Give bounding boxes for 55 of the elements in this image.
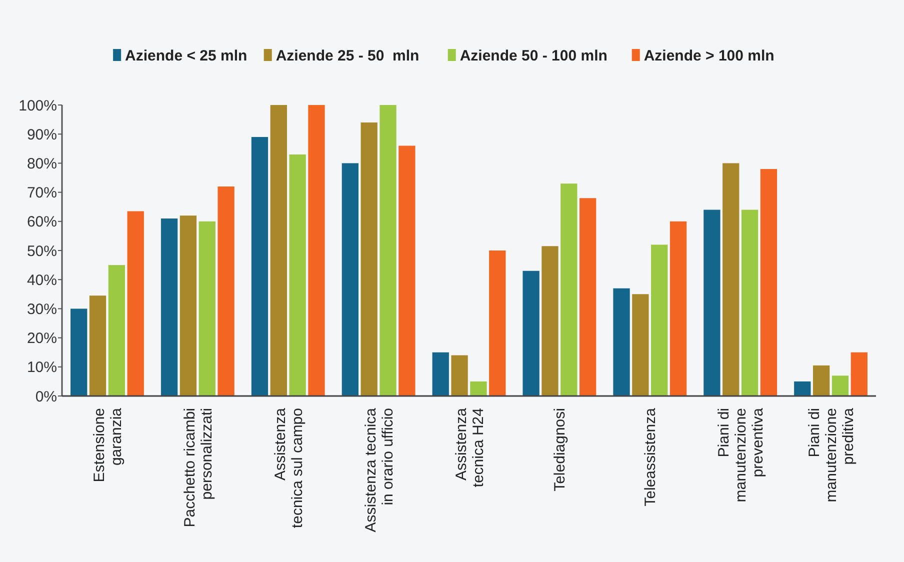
bar [542, 246, 558, 396]
legend-label: Aziende 50 - 100 mln [460, 47, 608, 64]
bar [218, 186, 234, 396]
bar [70, 308, 88, 396]
x-tick-label: Estensione garanzia [90, 407, 125, 482]
bar [342, 163, 358, 396]
bar [722, 163, 740, 396]
bar [651, 244, 668, 396]
x-tick-label: Teleassistenza [642, 407, 660, 506]
bar [308, 105, 325, 396]
y-tick-label: 50% [26, 242, 57, 260]
x-tick-label: Telediagnosi [552, 408, 569, 492]
legend-label: Aziende < 25 mln [125, 47, 248, 64]
y-tick-label: 80% [26, 155, 57, 172]
bar [198, 221, 216, 396]
bar [489, 250, 506, 396]
y-tick-label: 20% [26, 330, 57, 348]
bar [160, 218, 178, 396]
bar [108, 265, 126, 396]
legend-label: Aziende 25 - 50 mln [276, 47, 420, 64]
bar [380, 105, 396, 396]
bar [89, 296, 106, 396]
bar [432, 352, 449, 396]
bar [470, 381, 487, 396]
bar [812, 365, 830, 396]
bar [127, 211, 144, 396]
bar [180, 216, 197, 396]
bar [613, 288, 630, 396]
y-tick-label: 70% [26, 184, 57, 202]
legend-label: Aziende > 100 mln [644, 47, 774, 64]
bar [670, 221, 687, 396]
bar [251, 137, 268, 396]
y-tick-label: 90% [26, 126, 57, 144]
bar [398, 146, 416, 396]
bar [270, 105, 287, 396]
y-tick-label: 10% [26, 359, 57, 376]
y-tick-label: 40% [26, 272, 57, 289]
bar [794, 381, 811, 396]
bar [360, 122, 378, 396]
bar [580, 198, 596, 396]
bar [522, 270, 540, 396]
y-tick-label: 0% [35, 388, 57, 406]
y-tick-label: 60% [26, 214, 57, 231]
bar [560, 184, 578, 396]
bar [704, 210, 720, 396]
bar [632, 294, 649, 396]
x-tick-label: Piani di manutenzione preventiva [716, 407, 767, 502]
y-tick-label: 100% [18, 97, 57, 114]
bar [289, 154, 306, 396]
bar [451, 355, 468, 396]
bar [850, 352, 868, 396]
y-tick-label: 30% [26, 300, 57, 318]
bar [741, 210, 758, 396]
bar [760, 169, 778, 396]
bar [832, 376, 849, 396]
